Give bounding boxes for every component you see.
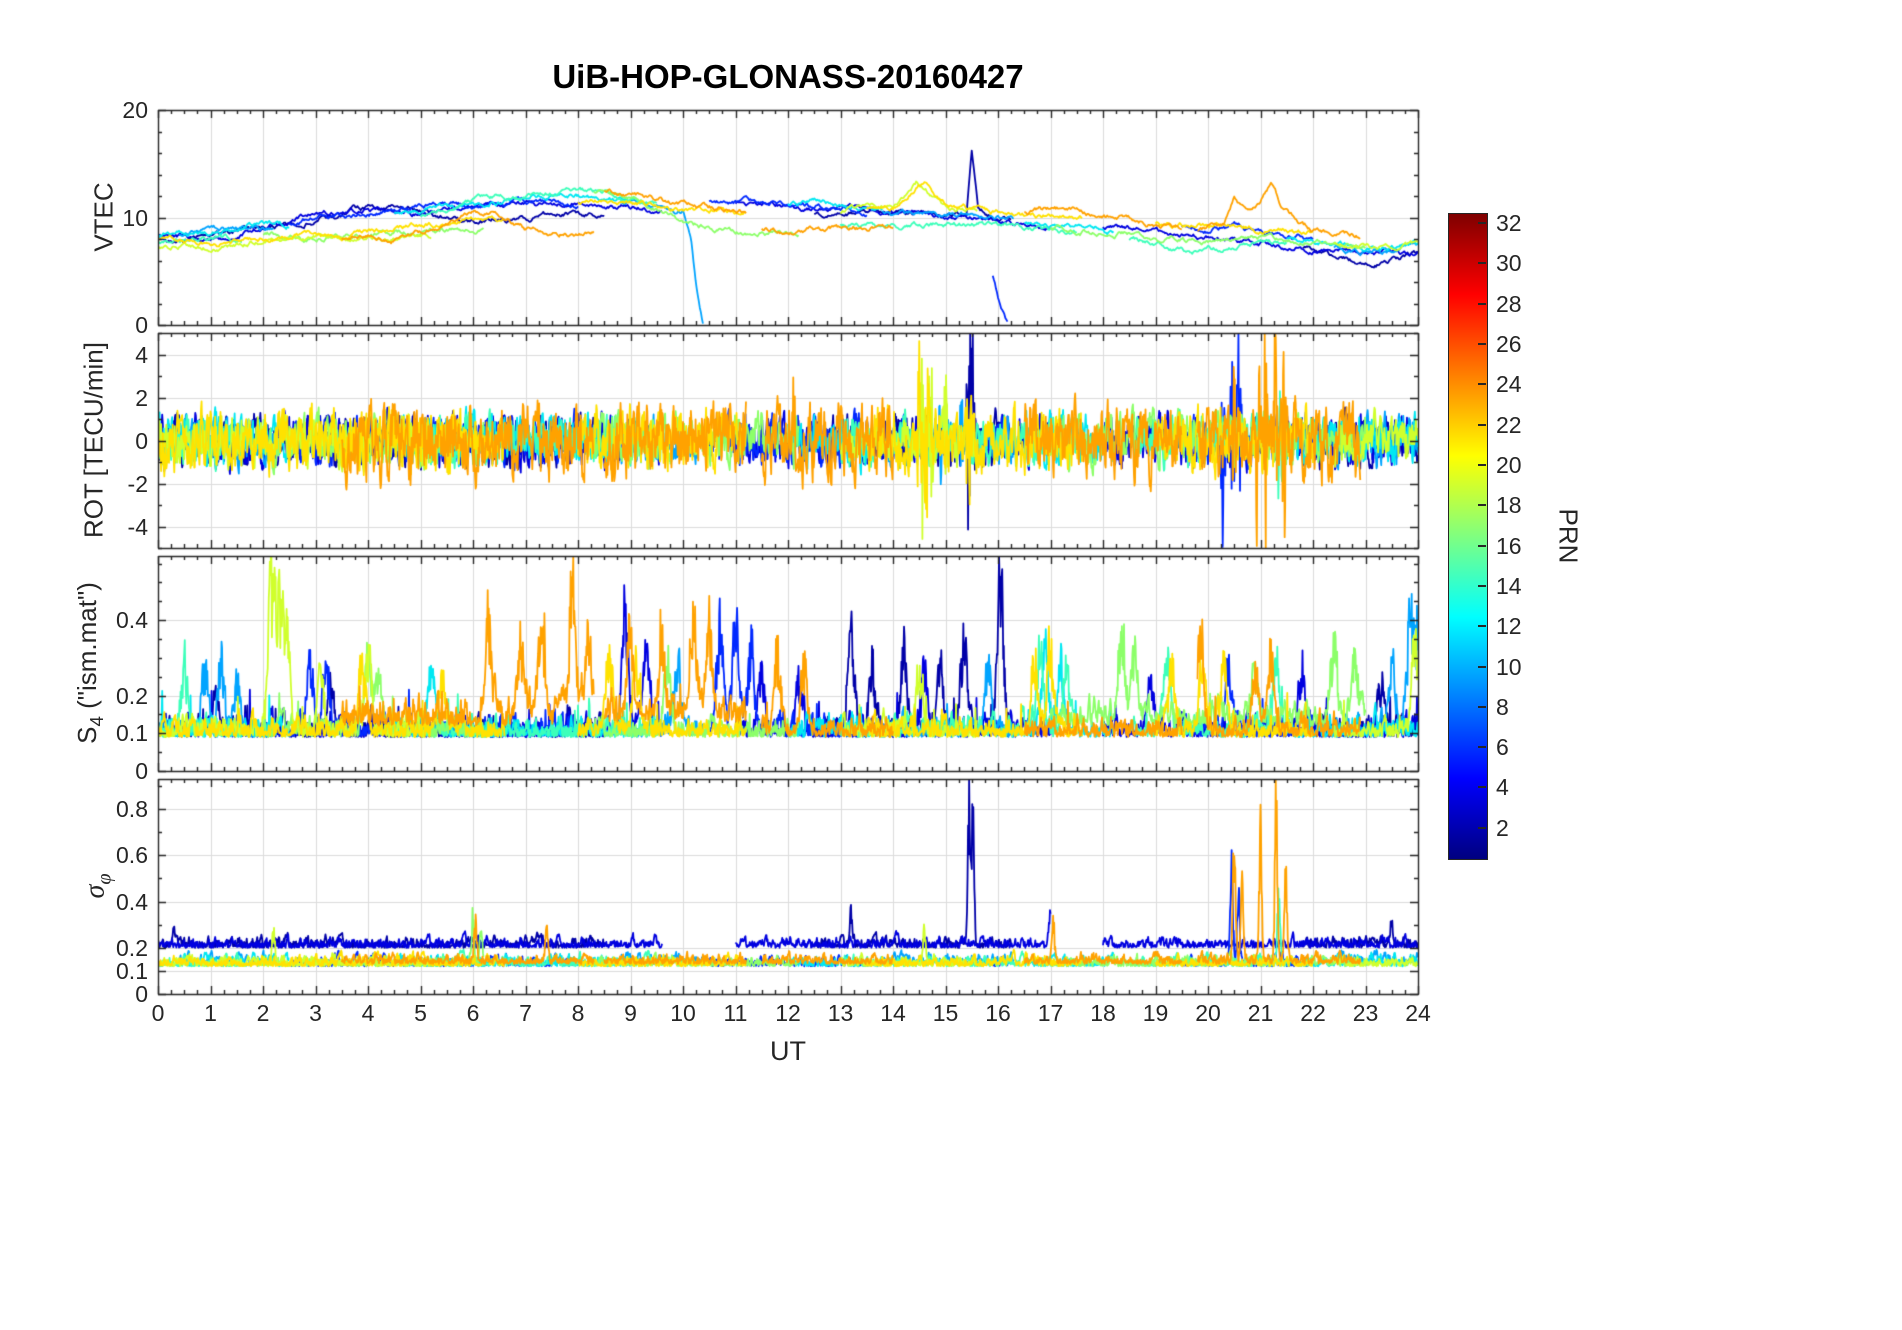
colorbar-tick-mark — [1478, 463, 1486, 466]
colorbar-tick-mark — [1478, 504, 1486, 507]
colorbar-tick-mark — [1478, 625, 1486, 628]
colorbar-tick-mark — [1478, 423, 1486, 426]
colorbar-tick-mark — [1478, 302, 1486, 305]
colorbar-tick-mark — [1478, 222, 1486, 225]
colorbar — [1448, 213, 1488, 860]
colorbar-tick-mark — [1478, 665, 1486, 668]
colorbar-tick-mark — [1478, 705, 1486, 708]
colorbar-tick-mark — [1478, 544, 1486, 547]
colorbar-tick-mark — [1478, 826, 1486, 829]
colorbar-tick-mark — [1478, 584, 1486, 587]
colorbar-tick-mark — [1478, 746, 1486, 749]
colorbar-tick-mark — [1478, 262, 1486, 265]
colorbar-tick-mark — [1478, 343, 1486, 346]
colorbar-tick-mark — [1478, 786, 1486, 789]
colorbar-tick-mark — [1478, 383, 1486, 386]
